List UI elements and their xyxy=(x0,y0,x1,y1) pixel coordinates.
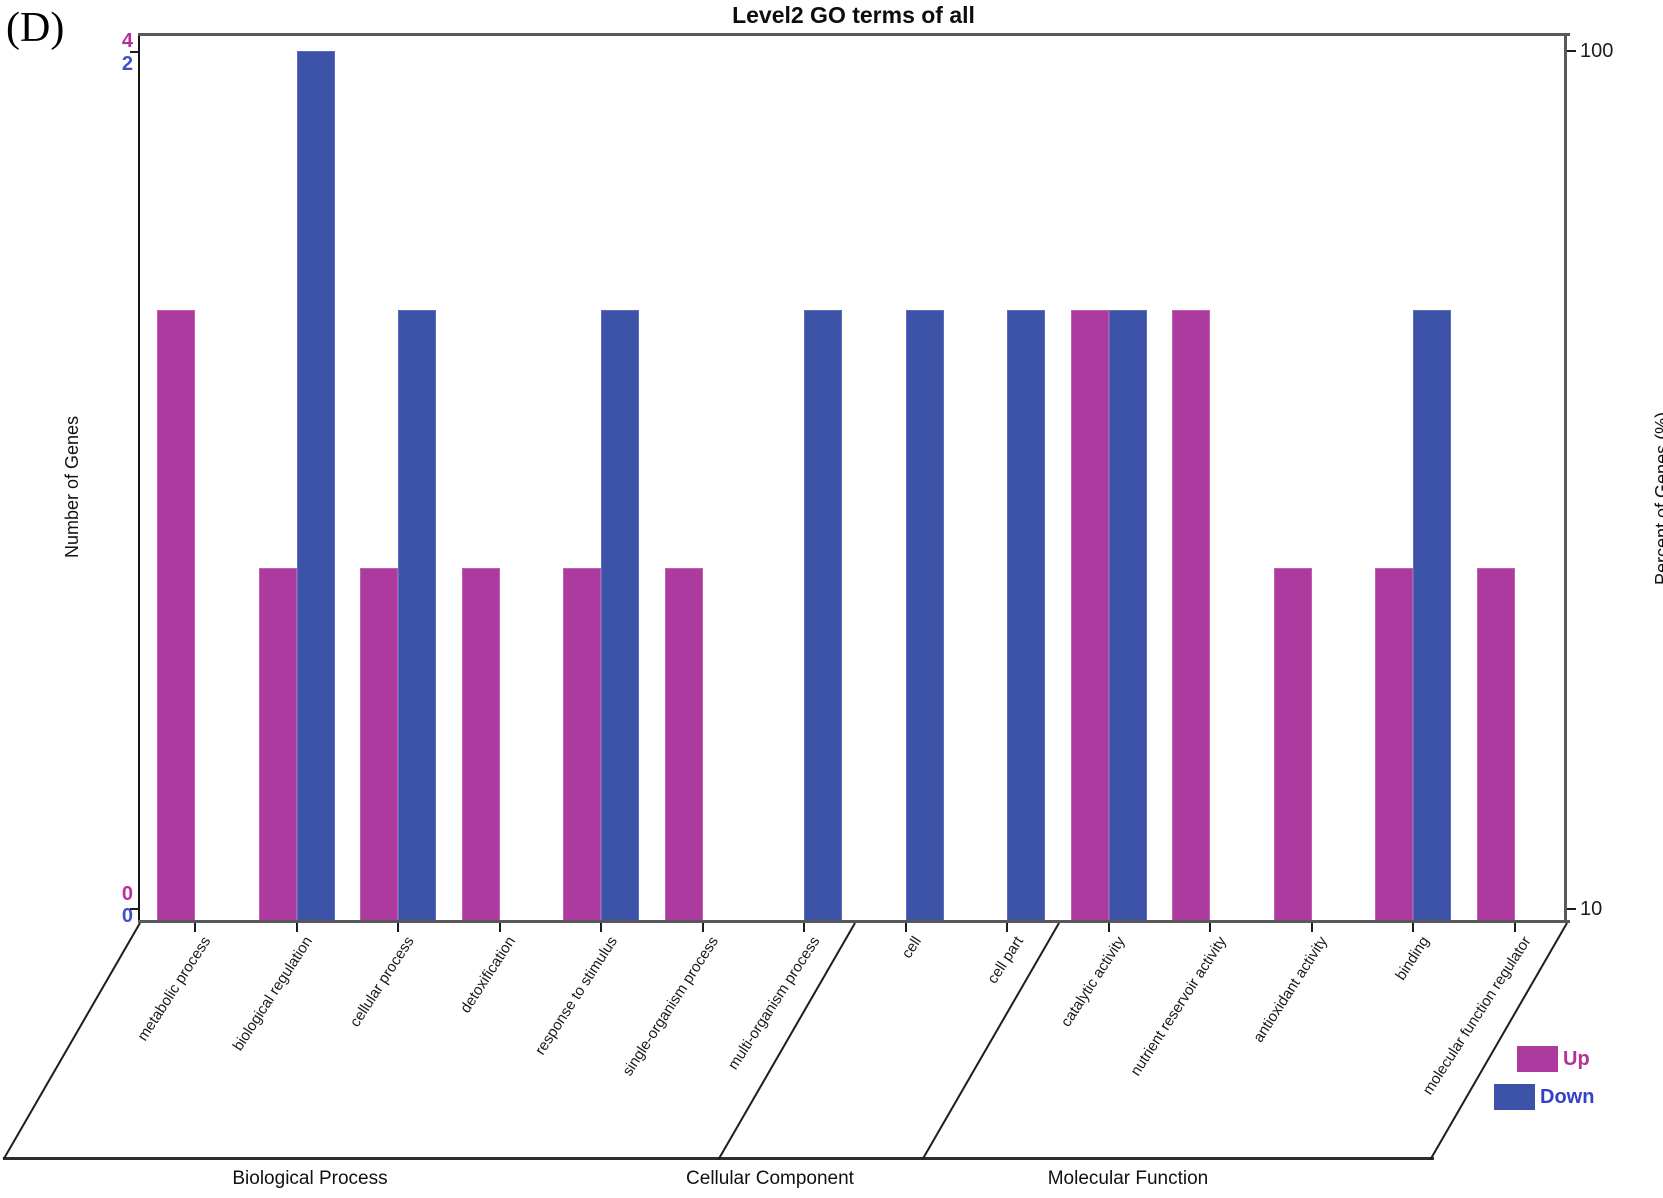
bar-up-cellular-process xyxy=(360,568,399,923)
right-axis-title: Percent of Genes (%) xyxy=(1652,411,1663,585)
legend-down-label: Down xyxy=(1540,1086,1595,1108)
x-axis-label-cellular-process: cellular process xyxy=(346,933,418,1031)
legend-down-swatch xyxy=(1494,1084,1535,1110)
bar-up-biological-regulation xyxy=(258,568,297,923)
x-axis-tick-binding xyxy=(1412,923,1415,932)
bar-up-detoxification xyxy=(461,568,500,923)
x-axis-line xyxy=(138,920,1570,923)
x-axis-label-catalytic-activity: catalytic activity xyxy=(1057,933,1129,1031)
x-axis-tick-molecular-function-regulator xyxy=(1514,923,1516,932)
x-axis-tick-multi-organism-process xyxy=(803,923,806,932)
x-axis-tick-catalytic-activity xyxy=(1107,923,1110,932)
left-axis-up-zero-label: 0 xyxy=(121,883,133,905)
x-axis-label-cell: cell xyxy=(898,933,926,962)
bar-down-multi-organism-process xyxy=(804,309,843,923)
x-axis-tick-single-organism-process xyxy=(701,923,704,932)
x-axis-label-nutrient-reservoir-activity: nutrient reservoir activity xyxy=(1127,933,1230,1080)
group-separator-2 xyxy=(921,922,1060,1160)
x-axis-label-response-to-stimulus: response to stimulus xyxy=(531,933,621,1059)
x-axis-label-antioxidant-activity: antioxidant activity xyxy=(1250,933,1332,1046)
bar-up-antioxidant-activity xyxy=(1273,568,1312,923)
plot-area xyxy=(140,35,1567,923)
x-axis-tick-biological-regulation xyxy=(295,923,298,932)
legend-up-label: Up xyxy=(1563,1048,1590,1070)
bar-up-metabolic-process xyxy=(157,309,195,923)
left-axis-top-tick xyxy=(130,51,139,53)
right-axis-max-label: 100 xyxy=(1580,40,1614,62)
x-axis-label-molecular-function-regulator: molecular function regulator xyxy=(1419,933,1535,1098)
bar-up-single-organism-process xyxy=(664,568,703,923)
left-axis-down-zero-label: 0 xyxy=(121,905,133,927)
group-label-cellular-component: Cellular Component xyxy=(686,1168,854,1189)
chart-title: Level2 GO terms of all xyxy=(732,2,975,28)
left-axis-down-max-label: 2 xyxy=(121,53,133,75)
right-axis-min-label: 10 xyxy=(1580,898,1603,920)
x-axis-tick-cell xyxy=(904,923,907,932)
x-axis-label-metabolic-process: metabolic process xyxy=(134,933,215,1045)
x-axis-label-cell-part: cell part xyxy=(983,933,1027,987)
x-axis-tick-response-to-stimulus xyxy=(600,923,603,932)
x-axis-label-detoxification: detoxification xyxy=(457,933,520,1017)
x-axis-tick-antioxidant-activity xyxy=(1310,923,1313,932)
bar-up-response-to-stimulus xyxy=(563,568,602,923)
x-axis-tick-cellular-process xyxy=(397,923,400,932)
right-axis-top-tick xyxy=(1567,50,1576,52)
bar-down-cell-part xyxy=(1007,309,1046,923)
x-axis-label-biological-regulation: biological regulation xyxy=(229,933,316,1054)
bar-down-response-to-stimulus xyxy=(601,309,640,923)
x-axis-label-single-organism-process: single-organism process xyxy=(619,933,723,1080)
bar-down-biological-regulation xyxy=(296,51,335,923)
right-axis-line xyxy=(1564,33,1567,923)
x-axis-tick-cell-part xyxy=(1006,923,1009,932)
left-axis-up-max-label: 4 xyxy=(121,30,133,52)
left-axis-bottom-tick xyxy=(130,908,139,910)
left-axis-line xyxy=(138,33,140,923)
x-axis-tick-metabolic-process xyxy=(194,923,196,932)
x-axis-tick-detoxification xyxy=(498,923,501,932)
bar-down-cellular-process xyxy=(398,309,437,923)
left-axis-title: Number of Genes xyxy=(62,415,82,558)
bar-up-binding xyxy=(1375,568,1414,923)
bar-down-cell xyxy=(905,309,944,923)
right-axis-bottom-tick xyxy=(1567,908,1576,910)
bar-down-binding xyxy=(1413,309,1452,923)
group-label-molecular-function: Molecular Function xyxy=(1047,1168,1209,1189)
x-axis-label-binding: binding xyxy=(1392,933,1433,984)
panel-letter-label: (D) xyxy=(6,5,65,51)
group-separator-0 xyxy=(2,922,141,1160)
legend-up-swatch xyxy=(1517,1046,1558,1072)
plot-frame-top xyxy=(138,33,1570,36)
bar-up-catalytic-activity xyxy=(1070,309,1109,923)
group-label-biological-process: Biological Process xyxy=(232,1168,388,1189)
x-axis-tick-nutrient-reservoir-activity xyxy=(1209,923,1212,932)
bar-up-molecular-function-regulator xyxy=(1477,568,1515,923)
bar-up-nutrient-reservoir-activity xyxy=(1172,309,1211,923)
bar-down-catalytic-activity xyxy=(1108,309,1147,923)
